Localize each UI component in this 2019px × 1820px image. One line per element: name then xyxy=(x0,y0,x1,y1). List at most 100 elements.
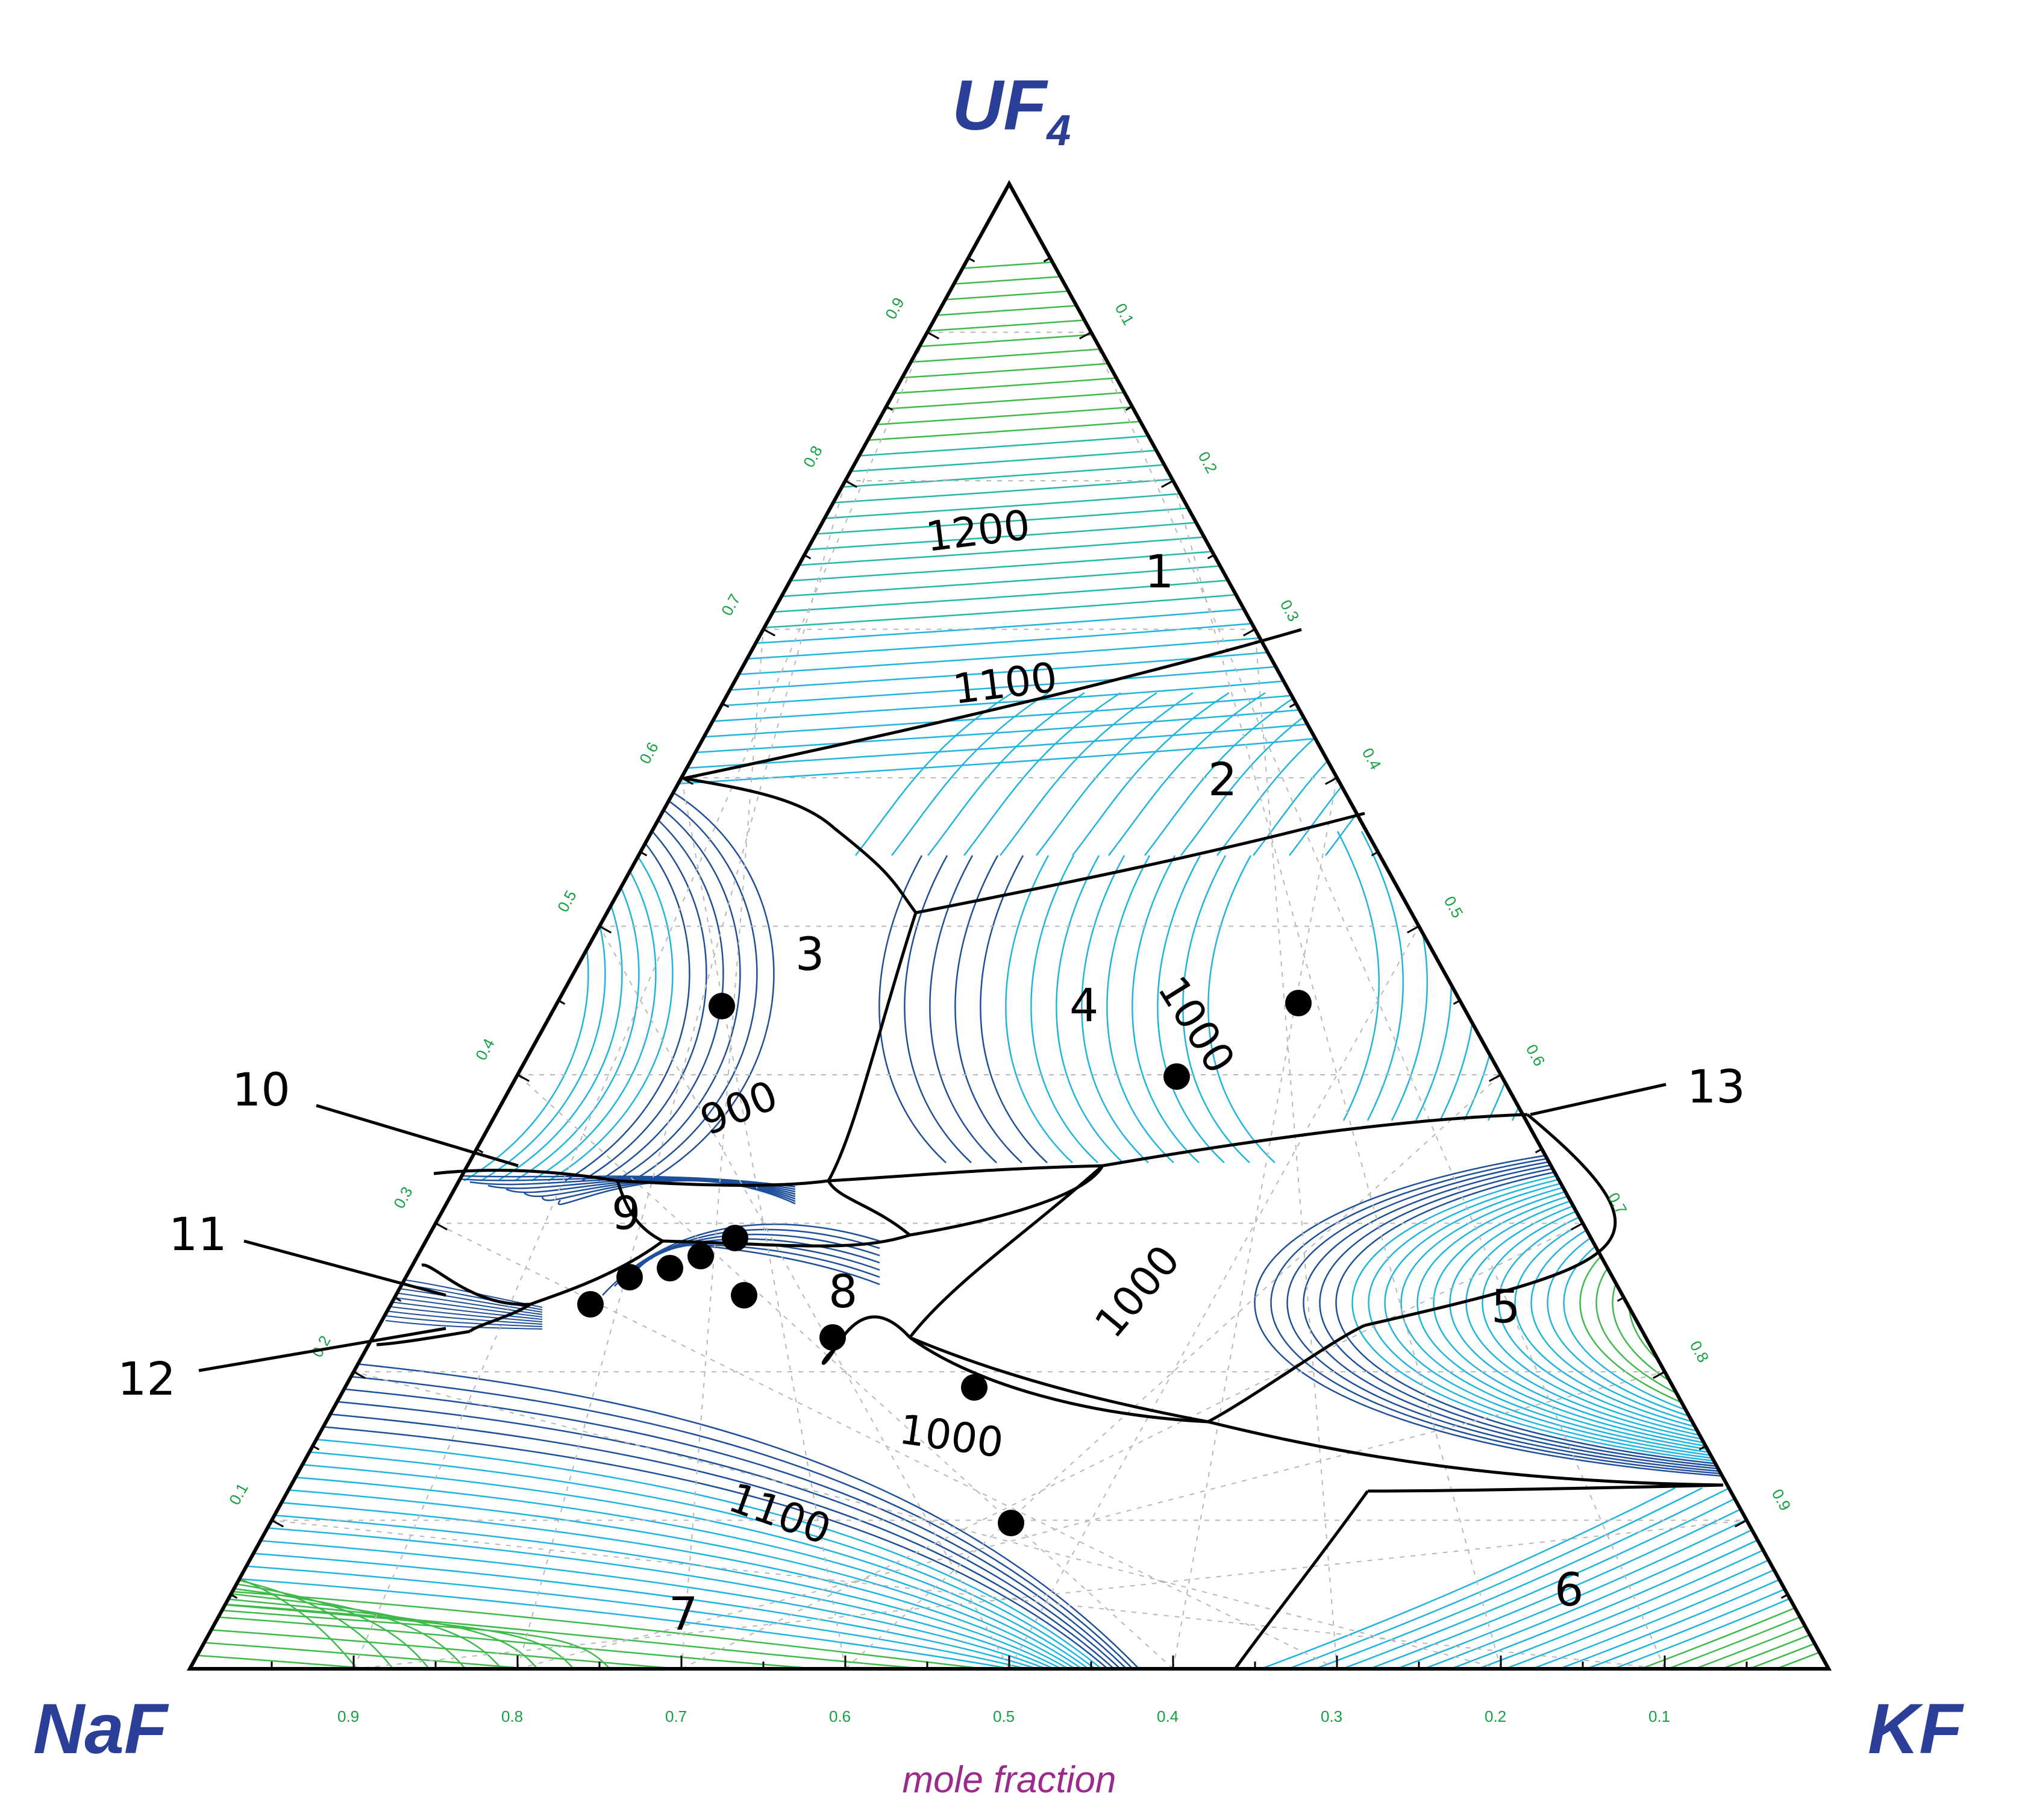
tick-mark xyxy=(1489,1074,1501,1082)
left-tick-0.7: 0.7 xyxy=(718,591,744,619)
tick-mark xyxy=(394,1296,402,1302)
isotherm-curve xyxy=(1336,831,1380,1121)
tick-mark xyxy=(1207,554,1215,560)
isotherm-curve xyxy=(190,716,1386,802)
isotherm-curve xyxy=(1529,831,1573,1121)
isotherm-curve xyxy=(181,1675,988,1728)
tick-mark xyxy=(312,1445,320,1451)
isotherm-curve xyxy=(1270,1133,1829,1481)
region-label-13: 13 xyxy=(1687,1060,1745,1113)
grid-line xyxy=(1091,332,1665,1669)
left-edge-tick-labels: 0.1 0.2 0.3 0.4 0.5 0.6 0.7 0.8 0.9 xyxy=(225,295,908,1508)
isotherm-curve xyxy=(1551,1487,1829,1669)
grid-line xyxy=(517,1371,1665,1669)
isotherm-curve xyxy=(1433,831,1477,1121)
isotherm-lines xyxy=(181,234,1829,1763)
isotherm-curve xyxy=(190,1640,1013,1669)
isotherm-curve xyxy=(1005,855,1073,1163)
isotherm-curve xyxy=(190,1507,1073,1669)
tick-mark xyxy=(1653,1371,1665,1379)
isotherm-curve xyxy=(190,1521,1067,1669)
right-tick-0.4: 0.4 xyxy=(1359,745,1385,772)
isotherm-curve xyxy=(190,1454,1097,1669)
right-tick-0.2: 0.2 xyxy=(1195,448,1221,476)
isotherm-curve xyxy=(1132,855,1200,1163)
tick-mark xyxy=(1161,480,1174,488)
isotherm-curve xyxy=(1505,831,1549,1121)
isotherm-curve xyxy=(190,640,1386,727)
experimental-point xyxy=(616,1264,643,1290)
isotherm-curve xyxy=(1361,1487,1784,1669)
isotherm-curve xyxy=(1563,1166,1829,1449)
isotherm-curve xyxy=(1686,1487,1829,1669)
isotherm-curve xyxy=(190,490,1386,577)
isotherm-curve xyxy=(190,671,1386,757)
isotherm-curve xyxy=(1661,1177,1829,1438)
isotherm-curve xyxy=(497,788,623,1182)
bottom-edge-tick-labels: 0.9 0.8 0.7 0.6 0.5 0.4 0.3 0.2 0.1 xyxy=(337,1707,1670,1725)
isotherm-label-1000-region-7: 1000 xyxy=(897,1406,1006,1468)
axis-label: mole fraction xyxy=(903,1759,1116,1801)
tick-mark xyxy=(722,702,730,708)
isotherm-curve xyxy=(190,324,1386,411)
tick-mark xyxy=(1043,257,1051,263)
isotherm-curve xyxy=(190,264,1386,351)
right-tick-0.1: 0.1 xyxy=(1112,300,1138,328)
tick-mark xyxy=(763,628,775,637)
region-label-3: 3 xyxy=(795,927,824,981)
left-tick-0.6: 0.6 xyxy=(636,739,662,767)
isotherm-curve xyxy=(615,788,741,1182)
experimental-point xyxy=(687,1243,714,1269)
right-tick-0.9: 0.9 xyxy=(1768,1486,1795,1513)
bottom-tick-0.1: 0.1 xyxy=(1648,1707,1670,1725)
experimental-points xyxy=(577,990,1312,1536)
isotherm-curve xyxy=(181,1675,970,1763)
isotherm-curve xyxy=(1254,1131,1829,1483)
isotherm-curve xyxy=(1157,855,1225,1163)
isotherm-curve xyxy=(190,309,1386,396)
experimental-point xyxy=(731,1282,757,1309)
isotherm-curve xyxy=(598,788,724,1182)
isotherm-curve xyxy=(190,369,1386,456)
isotherm-curve xyxy=(190,1428,1109,1669)
isotherm-curve xyxy=(632,788,758,1182)
isotherm-curve xyxy=(1524,1487,1829,1669)
isotherm-curve xyxy=(904,855,972,1163)
bottom-tick-0.8: 0.8 xyxy=(501,1707,523,1725)
isotherm-curve xyxy=(190,1600,1031,1669)
isotherm-curve xyxy=(1334,1487,1757,1669)
isotherm-curve xyxy=(190,1560,1049,1669)
isotherm-curve xyxy=(190,535,1386,622)
isotherm-curve xyxy=(190,234,1386,321)
tick-mark xyxy=(1325,777,1338,785)
isotherm-curve xyxy=(1595,1169,1829,1445)
label-leader-lines xyxy=(198,1083,1667,1372)
isotherm-curve xyxy=(190,1441,1103,1669)
isotherm-curve xyxy=(1307,1487,1730,1669)
tick-mark xyxy=(1371,851,1379,857)
isotherm-curve xyxy=(190,1666,1001,1669)
tick-mark xyxy=(476,1148,484,1154)
grid-line xyxy=(681,1222,1583,1669)
bottom-tick-0.7: 0.7 xyxy=(665,1707,687,1725)
phase-boundaries xyxy=(376,628,1724,1670)
isotherm-curve xyxy=(181,1675,982,1740)
region-label-6: 6 xyxy=(1554,1563,1583,1616)
isotherm-curve xyxy=(878,855,947,1163)
leader-line-12 xyxy=(198,1327,446,1372)
tick-mark xyxy=(1535,1148,1542,1154)
isotherm-curve xyxy=(190,731,1386,818)
isotherm-curve xyxy=(190,1415,1115,1669)
right-edge-tick-labels: 0.1 0.2 0.3 0.4 0.5 0.6 0.7 0.8 0.9 xyxy=(1112,300,1795,1513)
tick-mark xyxy=(1407,925,1420,934)
experimental-point xyxy=(998,1510,1024,1536)
tick-mark xyxy=(1735,1519,1747,1528)
tick-mark xyxy=(558,999,566,1005)
right-tick-0.3: 0.3 xyxy=(1277,596,1303,624)
tick-mark xyxy=(1617,1296,1624,1302)
isotherm-curve xyxy=(480,788,606,1182)
right-tick-0.6: 0.6 xyxy=(1523,1041,1549,1069)
isotherm-curve xyxy=(198,1607,615,1669)
grid-line xyxy=(599,926,1010,1669)
isotherm-curve xyxy=(581,788,707,1182)
